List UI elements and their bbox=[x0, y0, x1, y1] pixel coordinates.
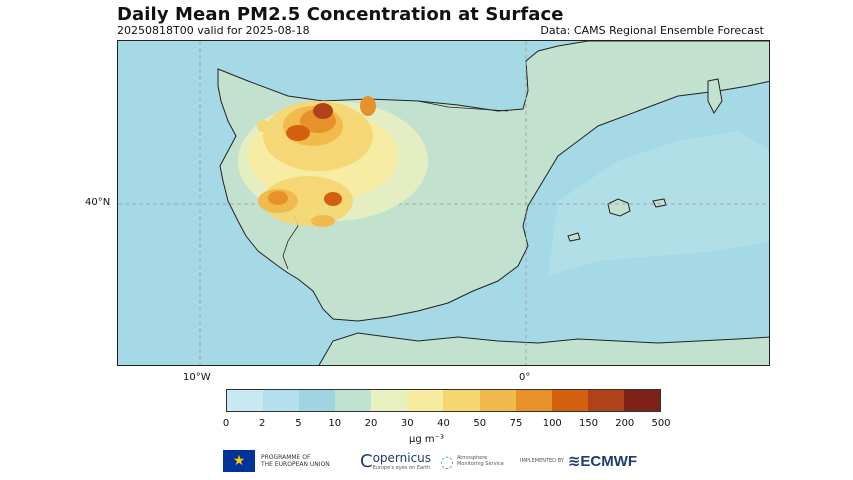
colorbar-segment bbox=[371, 390, 408, 411]
colorbar-segment bbox=[335, 390, 372, 411]
ecmwf-logo: IMPLEMENTED BY ≋ ECMWF bbox=[520, 448, 637, 474]
eu-logo: ★ PROGRAMME OF THE EUROPEAN UNION bbox=[223, 448, 330, 474]
colorbar-tick-label: 100 bbox=[542, 418, 562, 429]
north-africa bbox=[318, 332, 769, 365]
map-title: Daily Mean PM2.5 Concentration at Surfac… bbox=[117, 4, 564, 25]
eu-flag-icon: ★ bbox=[223, 450, 255, 472]
colorbar bbox=[226, 389, 661, 412]
eu-text-line1: PROGRAMME OF bbox=[261, 454, 311, 461]
colorbar-unit: μg m⁻³ bbox=[409, 434, 444, 445]
colorbar-segment bbox=[263, 390, 300, 411]
colorbar-segment bbox=[299, 390, 336, 411]
copernicus-text: opernicus bbox=[372, 451, 432, 465]
copernicus-logo: C opernicus Europe's eyes on Earth bbox=[360, 448, 431, 474]
colorbar-tick-label: 50 bbox=[473, 418, 487, 429]
colorbar-segment bbox=[443, 390, 480, 411]
atmosphere-swirl-icon: ◌ bbox=[440, 451, 454, 471]
colorbar-tick-label: 5 bbox=[295, 418, 302, 429]
colorbar-tick-label: 150 bbox=[578, 418, 599, 429]
copernicus-tagline: Europe's eyes on Earth bbox=[372, 465, 431, 471]
atmosphere-text-line1: Atmosphere bbox=[456, 455, 488, 461]
forecast-run-label: 20250818T00 valid for 2025-08-18 bbox=[117, 24, 310, 37]
colorbar-tick-label: 10 bbox=[328, 418, 342, 429]
colorbar-ticks: 0 2 5 10 20 30 40 50 75 100 150 200 500 bbox=[222, 418, 671, 432]
colorbar-segment bbox=[479, 390, 516, 411]
colorbar-segment bbox=[623, 390, 660, 411]
corsica bbox=[707, 78, 723, 114]
ecmwf-arrows-icon: ≋ bbox=[567, 452, 581, 470]
logo-bar: ★ PROGRAMME OF THE EUROPEAN UNION C oper… bbox=[0, 448, 853, 476]
border-pyrenees bbox=[417, 100, 509, 112]
eu-text-line2: THE EUROPEAN UNION bbox=[261, 461, 330, 468]
colorbar-tick-label: 40 bbox=[437, 418, 450, 429]
atmosphere-logo: ◌ Atmosphere Monitoring Service bbox=[440, 448, 504, 474]
pm25-plume bbox=[238, 96, 428, 227]
copernicus-c-icon: C bbox=[360, 450, 373, 472]
colorbar-segment bbox=[227, 390, 264, 411]
balearic-mallorca bbox=[607, 198, 631, 217]
lon-label-0: 0° bbox=[519, 372, 531, 383]
map-canvas bbox=[118, 41, 769, 365]
implemented-by-text: IMPLEMENTED BY bbox=[520, 458, 564, 464]
colorbar-segment bbox=[515, 390, 552, 411]
atmosphere-text-line2: Monitoring Service bbox=[456, 461, 504, 467]
colorbar-segment bbox=[587, 390, 624, 411]
colorbar-segment bbox=[407, 390, 444, 411]
colorbar-tick-label: 200 bbox=[615, 418, 635, 429]
pm25-map bbox=[117, 40, 770, 366]
lat-label-40n: 40°N bbox=[85, 197, 111, 208]
colorbar-tick-label: 2 bbox=[259, 418, 266, 429]
balearic-ibiza bbox=[567, 232, 581, 242]
balearic-menorca bbox=[652, 198, 667, 208]
lon-label-10w: 10°W bbox=[183, 372, 211, 383]
colorbar-tick-label: 500 bbox=[651, 418, 671, 429]
colorbar-tick-label: 20 bbox=[364, 418, 378, 429]
colorbar-tick-label: 30 bbox=[400, 418, 414, 429]
colorbar-tick-label: 0 bbox=[222, 418, 230, 429]
colorbar-tick-label: 75 bbox=[509, 418, 523, 429]
data-source-label: Data: CAMS Regional Ensemble Forecast bbox=[540, 24, 764, 37]
ecmwf-text: ECMWF bbox=[580, 452, 638, 470]
colorbar-segment bbox=[551, 390, 588, 411]
